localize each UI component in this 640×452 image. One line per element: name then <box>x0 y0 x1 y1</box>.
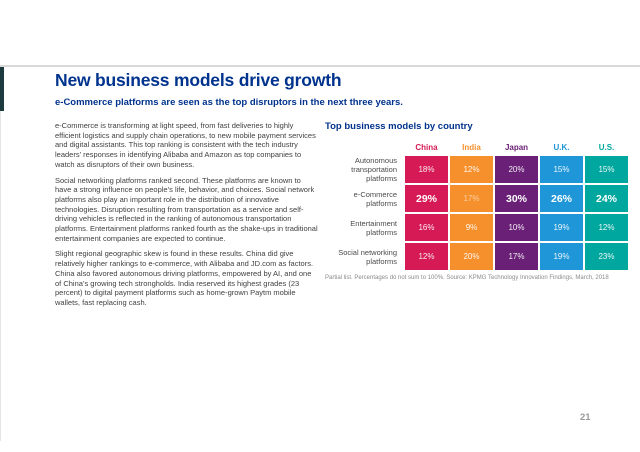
column-header-us: U.S. <box>598 143 615 152</box>
table-cell: 29% <box>405 185 448 212</box>
column-header-uk: U.K. <box>553 143 570 152</box>
table-cell: 12% <box>585 214 628 241</box>
table-cell: 12% <box>450 156 493 183</box>
paragraph-regional: Slight regional geographic skew is found… <box>55 249 314 307</box>
table-cell: 19% <box>540 243 583 270</box>
row-label-entertainment: Entertainment platforms <box>350 218 397 237</box>
table-cell: 24% <box>585 185 628 212</box>
table-cell: 20% <box>450 243 493 270</box>
table-cell: 23% <box>585 243 628 270</box>
left-edge-line <box>0 111 1 441</box>
left-edge-accent <box>0 67 4 111</box>
column-header-india: India <box>462 143 481 152</box>
table-cell: 19% <box>540 214 583 241</box>
table-cell: 16% <box>405 214 448 241</box>
corner-spacer <box>325 141 403 154</box>
table-cell: 30% <box>495 185 538 212</box>
chart-title: Top business models by country <box>325 121 473 132</box>
column-header-china: China <box>415 143 438 152</box>
top-divider <box>0 65 640 67</box>
row-label-autonomous: Autonomous transportation platforms <box>351 156 397 183</box>
table-cell: 18% <box>405 156 448 183</box>
table-cell: 20% <box>495 156 538 183</box>
row-label-social: Social networking platforms <box>338 247 397 266</box>
paragraph-ecommerce: e-Commerce is transforming at light spee… <box>55 121 316 169</box>
table-cell: 26% <box>540 185 583 212</box>
country-heatmap-table: Top business models by country China Ind… <box>325 121 628 281</box>
page-number: 21 <box>580 412 591 423</box>
column-header-japan: Japan <box>504 143 529 152</box>
table-cell: 17% <box>495 243 538 270</box>
table-cell: 10% <box>495 214 538 241</box>
page-title: New business models drive growth <box>55 70 342 90</box>
page-subtitle: e-Commerce platforms are seen as the top… <box>55 97 403 108</box>
table-cell: 17% <box>450 185 493 212</box>
table-cell: 15% <box>585 156 628 183</box>
chart-footnote: Partial list. Percentages do not sum to … <box>325 275 609 281</box>
table-cell: 15% <box>540 156 583 183</box>
paragraph-social: Social networking platforms ranked secon… <box>55 175 318 243</box>
table-grid: China India Japan U.K. U.S. Autonomous t… <box>325 141 628 270</box>
table-cell: 9% <box>450 214 493 241</box>
row-label-ecommerce: e-Commerce platforms <box>353 189 397 208</box>
body-text-column: e-Commerce is transforming at light spee… <box>55 121 319 314</box>
table-cell: 12% <box>405 243 448 270</box>
